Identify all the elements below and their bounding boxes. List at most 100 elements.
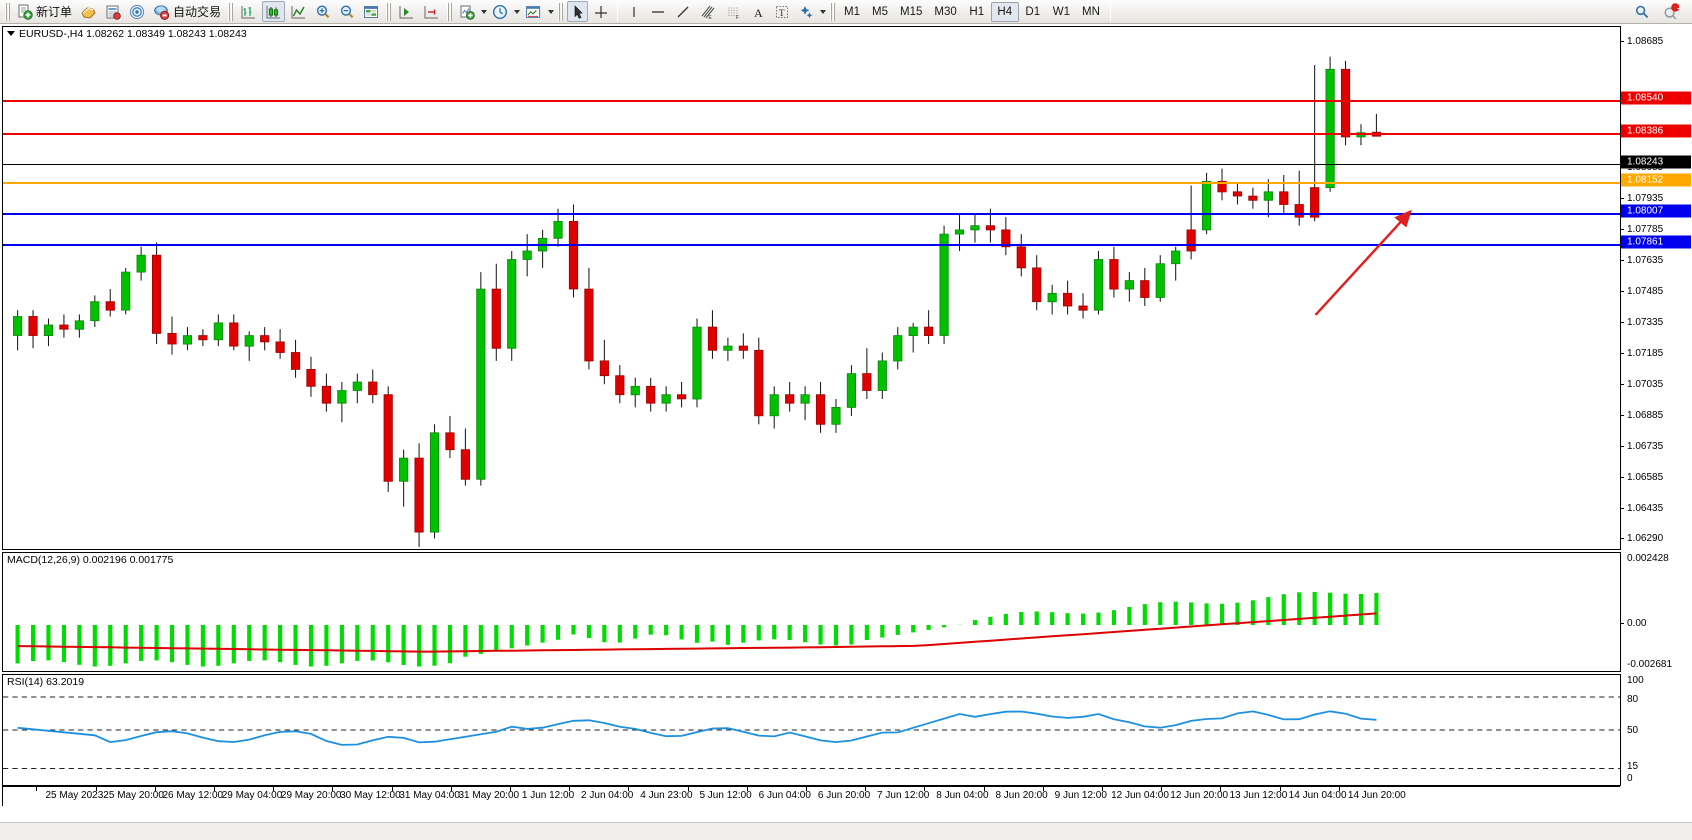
support-line-2[interactable] [3,243,1689,249]
zoom-in-icon [316,4,330,18]
line-chart-button[interactable] [287,1,310,22]
cursor-button[interactable] [567,1,589,22]
price-tick: 1.07935 [1621,194,1663,204]
periods-caret-icon[interactable] [512,2,521,22]
time-tick-mark [154,787,156,791]
svg-text:E: E [709,15,713,20]
time-tick-mark [1338,787,1340,791]
candlestick-chart-button[interactable] [262,1,286,22]
notifications-button[interactable]: 1 [1660,1,1684,22]
line-chart-icon [291,5,306,18]
macd-tick: -0.002681 [1627,659,1673,670]
time-tick-mark [1102,787,1103,791]
fibonacci-button[interactable]: F [722,1,746,22]
time-tick-label: 29 May 04:00 [221,790,283,801]
metaeditor-button[interactable] [77,1,100,22]
resistance-line-2[interactable] [3,132,1689,138]
horizontal-line-button[interactable] [646,1,670,22]
zoom-out-button[interactable] [336,1,358,22]
time-tick-mark [273,787,275,791]
periods-button[interactable] [489,1,511,22]
chart-menu-caret-icon[interactable] [7,31,15,36]
timeframe-m1[interactable]: M1 [844,5,861,18]
zoom-in-button[interactable] [312,1,334,22]
support-line-1[interactable] [3,212,1689,218]
time-tick-label: 31 May 04:00 [399,790,460,801]
crosshair-button[interactable] [590,1,612,22]
toolbar-grip[interactable] [5,2,10,21]
equidistant-channel-button[interactable]: E [696,1,720,22]
rsi-pane[interactable]: RSI(14) 63.2019 [2,674,1690,786]
vertical-line-button[interactable] [623,1,644,22]
auto-trading-button[interactable]: 自动交易 [150,1,224,22]
toolbar-grip-3[interactable] [386,2,392,21]
time-tick-label: 6 Jun 20:00 [817,790,871,801]
macd-pane[interactable]: MACD(12,26,9) 0.002196 0.001775 [2,552,1690,672]
auto-scroll-icon [399,5,414,18]
indicators-button[interactable] [456,1,478,22]
trendline-button[interactable] [672,1,694,22]
text-button[interactable]: A [748,1,769,22]
price-tick: 1.07485 [1621,287,1663,297]
timeframe-m30[interactable]: M30 [934,5,957,18]
templates-icon [526,5,541,18]
time-tick-mark [1042,787,1044,791]
resistance-line-1[interactable] [3,99,1689,105]
terminal-button[interactable] [102,1,124,22]
templates-caret-icon[interactable] [546,2,555,22]
price-axis[interactable]: 1.08685 1.08085 1.07935 1.07785 1.07635 … [1620,26,1691,550]
macd-tick: 0.00 [1621,619,1646,629]
chart-area: EURUSD-,H4 1.08262 1.08349 1.08243 1.082… [0,24,1692,840]
time-axis[interactable]: 25 May 2023 25 May 20:00 26 May 12:00 29 Ma… [2,786,1620,806]
auto-scroll-button[interactable] [395,1,418,22]
pivot-line[interactable] [3,181,1689,187]
templates-button[interactable] [522,1,545,22]
macd-axis[interactable]: 0.002428 0.00 -0.002681 [1620,552,1690,672]
time-tick-label: 1 Jun 12:00 [521,790,575,801]
search-button[interactable] [1631,1,1653,22]
toolbar-separator [617,2,619,21]
price-pane[interactable]: EURUSD-,H4 1.08262 1.08349 1.08243 1.082… [2,26,1690,550]
rsi-label: RSI(14) 63.2019 [7,676,85,688]
price-tag-pivot: 1.08152 [1621,173,1691,187]
zoom-out-icon [340,4,354,18]
timeframe-m5[interactable]: M5 [872,5,889,18]
timeframe-h1[interactable]: H1 [969,5,985,18]
time-tick-mark [391,787,393,791]
time-tick-label: 31 May 20:00 [458,790,520,801]
timeframe-w1[interactable]: W1 [1052,5,1071,18]
status-bar [0,822,1692,840]
svg-text:F: F [736,15,739,20]
timeframe-mn[interactable]: MN [1082,5,1100,18]
strategy-tester-button[interactable] [126,1,148,22]
time-tick-label: 14 Jun 04:00 [1288,790,1347,801]
text-label-icon: T [776,5,789,18]
time-tick-label: 5 Jun 12:00 [699,790,752,801]
last-price-line [3,164,1689,165]
macd-series [15,591,1379,667]
time-tick-label: 26 May 12:00 [162,790,224,801]
text-label-button[interactable]: T [771,1,793,22]
time-tick-label: 6 Jun 04:00 [758,790,811,801]
timeframe-h4[interactable]: H4 [990,1,1019,22]
timeframe-m15[interactable]: M15 [900,5,923,18]
toolbar-grip-6[interactable] [830,2,836,21]
rsi-axis[interactable]: 100 80 50 15 0 [1620,674,1690,786]
indicators-caret-icon[interactable] [479,2,488,22]
toolbar-grip-5[interactable] [558,2,564,21]
price-tag-support-2: 1.07861 [1621,235,1691,249]
auto-trading-icon [154,4,170,20]
new-order-button[interactable]: 新订单 [14,1,75,22]
shapes-button[interactable] [795,1,817,22]
chart-shift-button[interactable] [420,1,443,22]
rsi-tick: 0 [1627,773,1633,784]
toolbar-grip-4[interactable] [447,2,453,21]
chart-title-bar[interactable]: EURUSD-,H4 1.08262 1.08349 1.08243 1.082… [7,28,247,40]
tile-windows-button[interactable] [360,1,382,22]
bar-chart-button[interactable] [237,1,260,22]
timeframe-d1[interactable]: D1 [1025,5,1041,18]
toolbar-grip-2[interactable] [228,2,234,21]
search-icon [1635,5,1649,18]
terminal-icon [106,5,121,20]
shapes-caret-icon[interactable] [818,2,827,22]
